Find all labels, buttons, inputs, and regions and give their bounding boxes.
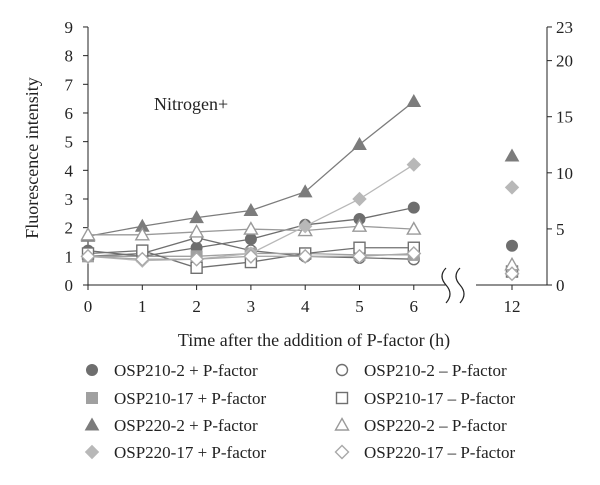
legend-label: OSP210-2 + P-factor [114, 361, 258, 380]
series-5 [80, 218, 520, 271]
y-tick-label: 4 [65, 161, 74, 180]
y2-tick-label: 0 [556, 276, 565, 295]
legend-marker [86, 364, 98, 376]
legend-item: OSP220-2 – P-factor [334, 416, 507, 435]
data-point [297, 248, 313, 264]
x-tick-label: 0 [84, 297, 93, 316]
y2-tick-label: 15 [556, 108, 573, 127]
y2-tick-label: 10 [556, 164, 573, 183]
y2-tick-label: 23 [556, 18, 573, 37]
data-point [297, 219, 313, 234]
data-point [243, 221, 259, 235]
y2-tick-label: 5 [556, 220, 565, 239]
legend-item: OSP220-2 + P-factor [84, 416, 258, 435]
legend-label: OSP220-17 – P-factor [364, 443, 515, 462]
axis-break-right [455, 267, 465, 304]
y-tick-label: 1 [65, 247, 74, 266]
legend-marker [335, 363, 349, 377]
data-point [80, 226, 96, 241]
legend-marker [334, 417, 350, 431]
legend-marker [84, 417, 100, 431]
x-tick-label: 4 [301, 297, 310, 316]
data-point-12h [504, 266, 520, 282]
legend-marker [86, 392, 98, 404]
y-tick-label: 9 [65, 18, 74, 37]
legend-item: OSP220-17 – P-factor [334, 443, 515, 462]
axis-break-left [441, 267, 451, 304]
series-line [87, 101, 415, 237]
data-point [189, 210, 204, 224]
data-point [188, 224, 205, 238]
y-tick-label: 3 [65, 190, 74, 209]
x-tick-label: 3 [247, 297, 256, 316]
legend-label: OSP220-17 + P-factor [114, 443, 267, 462]
data-point [352, 248, 367, 264]
series-7 [80, 245, 520, 282]
y-tick-label: 0 [65, 276, 74, 295]
x-tick-label-12: 12 [504, 297, 521, 316]
legend-label: OSP220-2 – P-factor [364, 416, 507, 435]
legend-label: OSP210-17 + P-factor [114, 389, 267, 408]
data-point [351, 218, 368, 232]
legend-label: OSP220-2 + P-factor [114, 416, 258, 435]
x-tick-label: 2 [192, 297, 201, 316]
data-point [352, 191, 367, 207]
legend-label: OSP210-17 – P-factor [364, 389, 515, 408]
legend-marker [84, 444, 100, 460]
legend-item: OSP210-2 + P-factor [86, 361, 258, 380]
legend-item: OSP220-17 + P-factor [84, 443, 267, 462]
legend-label: OSP210-2 – P-factor [364, 361, 507, 380]
data-point [297, 184, 313, 198]
data-point-12h [506, 239, 518, 252]
legend-item: OSP210-2 – P-factor [335, 361, 507, 380]
data-point [80, 248, 96, 264]
data-point [189, 251, 205, 267]
data-point [244, 233, 257, 246]
x-tick-label: 5 [355, 297, 364, 316]
data-point-12h [504, 180, 520, 195]
data-point [134, 251, 150, 267]
data-point [134, 226, 150, 241]
data-point [243, 248, 259, 264]
y-tick-label: 2 [65, 219, 74, 238]
series-4 [80, 93, 520, 242]
legend-marker [334, 444, 350, 460]
data-point [406, 245, 422, 261]
data-point-12h [504, 148, 520, 162]
chart-annotation: Nitrogen+ [154, 94, 228, 114]
legend-marker [335, 391, 349, 405]
data-point [406, 221, 422, 235]
y-tick-label: 8 [65, 47, 74, 66]
data-point [243, 202, 259, 216]
x-tick-label: 6 [410, 297, 419, 316]
y-axis-title: Fluorescence intensity [22, 77, 42, 238]
data-point [352, 137, 367, 151]
legend-item: OSP210-17 + P-factor [86, 389, 267, 408]
data-point [406, 157, 422, 172]
x-axis-title: Time after the addition of P-factor (h) [178, 330, 450, 351]
y-tick-label: 7 [65, 75, 74, 94]
y-tick-label: 6 [65, 104, 74, 123]
legend: OSP210-2 + P-factor OSP210-17 + P-factor O… [84, 361, 515, 462]
y-tick-label: 5 [65, 133, 74, 152]
y2-tick-label: 20 [556, 52, 573, 71]
data-point [406, 93, 422, 108]
data-point [407, 201, 420, 214]
legend-item: OSP210-17 – P-factor [335, 389, 515, 408]
x-tick-label: 1 [138, 297, 147, 316]
